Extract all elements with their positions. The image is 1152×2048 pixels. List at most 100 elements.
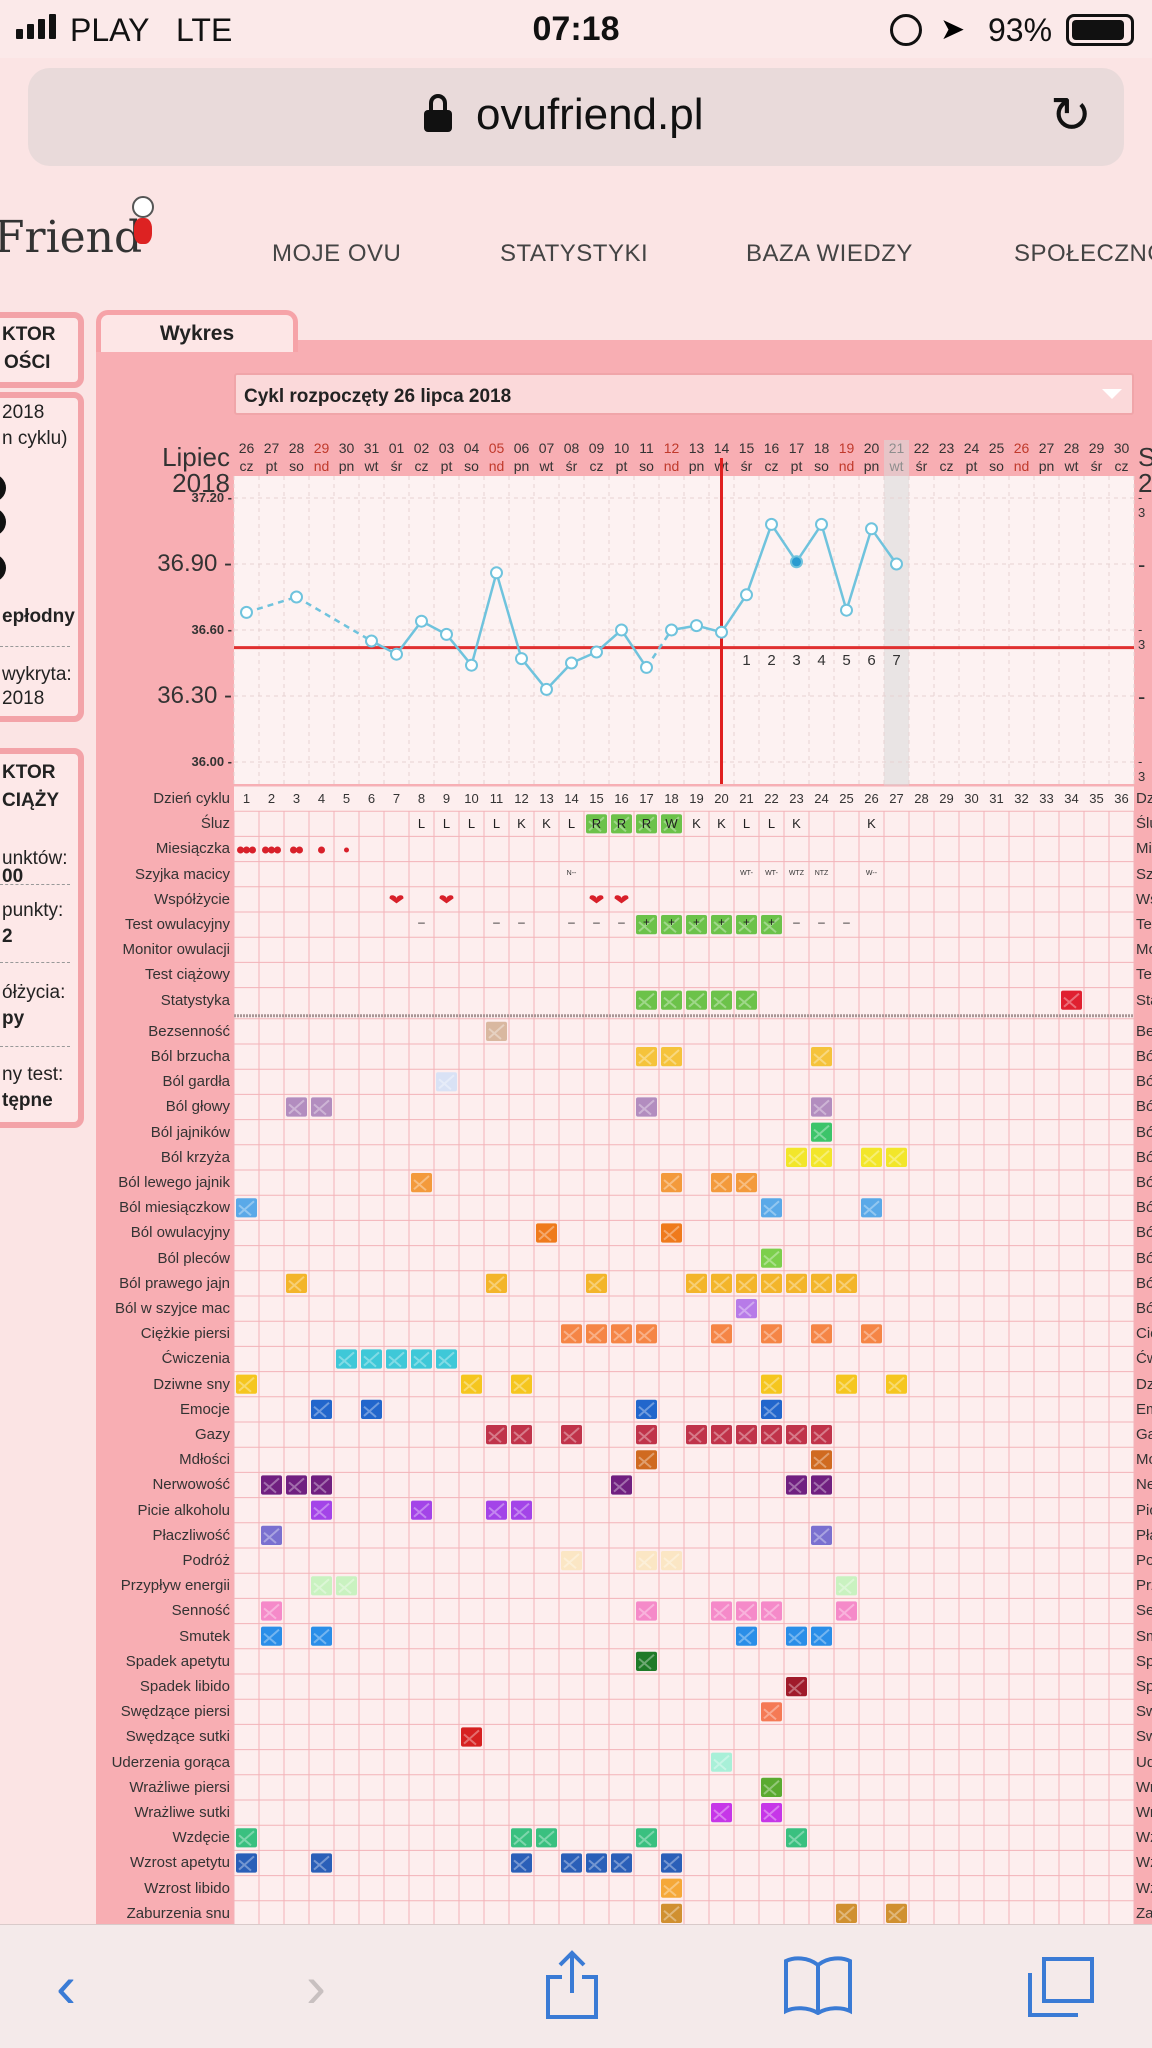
symptom-entry[interactable]: [311, 1500, 332, 1520]
symptom-entry[interactable]: [811, 1147, 832, 1167]
menstruation-drop-icon[interactable]: [290, 846, 297, 854]
temperature-point[interactable]: [740, 588, 753, 602]
symptom-entry[interactable]: [286, 1097, 307, 1117]
share-icon[interactable]: [544, 1949, 600, 2021]
heart-icon[interactable]: [439, 895, 454, 904]
menstruation-drop-icon[interactable]: [243, 846, 250, 854]
symptom-entry[interactable]: [486, 1273, 507, 1293]
nav-statystyki[interactable]: STATYSTYKI: [500, 240, 649, 267]
ovulation-test-positive[interactable]: [736, 915, 757, 935]
symptom-entry[interactable]: [736, 1601, 757, 1621]
temperature-point[interactable]: [390, 647, 403, 661]
nav-spolecznosc[interactable]: SPOŁECZNO: [1014, 240, 1152, 267]
temperature-point[interactable]: [365, 634, 378, 648]
symptom-entry[interactable]: [261, 1626, 282, 1646]
temperature-point[interactable]: [440, 627, 453, 641]
symptom-entry[interactable]: [761, 1374, 782, 1394]
symptom-entry[interactable]: [711, 1324, 732, 1344]
temperature-point[interactable]: [465, 658, 478, 672]
symptom-entry[interactable]: [686, 1273, 707, 1293]
back-icon[interactable]: ‹: [56, 1953, 76, 2020]
symptom-entry[interactable]: [261, 1525, 282, 1545]
symptom-entry[interactable]: [611, 1475, 632, 1495]
symptom-entry[interactable]: [786, 1828, 807, 1848]
symptom-entry[interactable]: [311, 1399, 332, 1419]
statistics-marker[interactable]: [686, 990, 707, 1010]
symptom-entry[interactable]: [261, 1601, 282, 1621]
symptom-entry[interactable]: [311, 1475, 332, 1495]
symptom-entry[interactable]: [336, 1576, 357, 1596]
temperature-point[interactable]: [840, 603, 853, 617]
symptom-entry[interactable]: [836, 1374, 857, 1394]
menstruation-drop-icon[interactable]: [268, 846, 275, 854]
cycle-select[interactable]: Cykl rozpoczęty 26 lipca 2018: [234, 373, 1134, 415]
symptom-entry[interactable]: [261, 1475, 282, 1495]
symptom-entry[interactable]: [811, 1425, 832, 1445]
symptom-entry[interactable]: [836, 1576, 857, 1596]
symptom-entry[interactable]: [786, 1425, 807, 1445]
symptom-entry[interactable]: [636, 1097, 657, 1117]
symptom-entry[interactable]: [636, 1828, 657, 1848]
temperature-point[interactable]: [515, 652, 528, 666]
symptom-entry[interactable]: [436, 1072, 457, 1092]
temperature-point[interactable]: [240, 605, 253, 619]
symptom-entry[interactable]: [861, 1198, 882, 1218]
temperature-point[interactable]: [765, 517, 778, 531]
symptom-entry[interactable]: [511, 1425, 532, 1445]
bookmarks-icon[interactable]: [782, 1955, 854, 2015]
menstruation-drop-icon[interactable]: [262, 846, 269, 854]
symptom-entry[interactable]: [586, 1324, 607, 1344]
symptom-entry[interactable]: [311, 1097, 332, 1117]
reload-icon[interactable]: ↻: [1050, 87, 1092, 143]
ovulation-test-positive[interactable]: [761, 915, 782, 935]
symptom-entry[interactable]: [786, 1475, 807, 1495]
symptom-entry[interactable]: [636, 1399, 657, 1419]
temperature-point[interactable]: [890, 557, 903, 571]
ovulation-test-positive[interactable]: [686, 915, 707, 935]
symptom-entry[interactable]: [661, 1223, 682, 1243]
mucus-highlight[interactable]: [586, 814, 607, 834]
address-bar[interactable]: ovufriend.pl ↻: [28, 68, 1124, 166]
nav-baza-wiedzy[interactable]: BAZA WIEDZY: [746, 240, 913, 267]
temperature-point[interactable]: [590, 645, 603, 659]
symptom-entry[interactable]: [761, 1198, 782, 1218]
ovulation-test-positive[interactable]: [711, 915, 732, 935]
symptom-entry[interactable]: [536, 1223, 557, 1243]
menstruation-drop-icon[interactable]: [296, 846, 303, 854]
symptom-entry[interactable]: [236, 1198, 257, 1218]
temperature-point[interactable]: [715, 625, 728, 639]
symptom-entry[interactable]: [836, 1273, 857, 1293]
symptom-entry[interactable]: [861, 1147, 882, 1167]
symptom-entry[interactable]: [711, 1173, 732, 1193]
symptom-entry[interactable]: [711, 1273, 732, 1293]
symptom-entry[interactable]: [561, 1853, 582, 1873]
nav-moje-ovu[interactable]: MOJE OVU: [272, 240, 402, 267]
symptom-entry[interactable]: [411, 1173, 432, 1193]
symptom-entry[interactable]: [636, 1425, 657, 1445]
temperature-point[interactable]: [615, 623, 628, 637]
symptom-entry[interactable]: [636, 1551, 657, 1571]
symptom-entry[interactable]: [711, 1803, 732, 1823]
temperature-point[interactable]: [865, 522, 878, 536]
symptom-entry[interactable]: [761, 1248, 782, 1268]
statistics-marker[interactable]: [711, 990, 732, 1010]
heart-icon[interactable]: [614, 895, 629, 904]
tab-wykres[interactable]: Wykres: [96, 310, 298, 352]
symptom-entry[interactable]: [336, 1349, 357, 1369]
symptom-entry[interactable]: [686, 1425, 707, 1445]
temperature-point[interactable]: [815, 517, 828, 531]
symptom-entry[interactable]: [461, 1727, 482, 1747]
symptom-entry[interactable]: [836, 1903, 857, 1923]
statistics-marker[interactable]: [661, 990, 682, 1010]
symptom-entry[interactable]: [361, 1349, 382, 1369]
statistics-marker[interactable]: [1061, 990, 1082, 1010]
symptom-entry[interactable]: [736, 1299, 757, 1319]
symptom-entry[interactable]: [661, 1173, 682, 1193]
symptom-entry[interactable]: [811, 1450, 832, 1470]
symptom-entry[interactable]: [561, 1324, 582, 1344]
temperature-point[interactable]: [415, 614, 428, 628]
symptom-entry[interactable]: [761, 1324, 782, 1344]
symptom-entry[interactable]: [711, 1601, 732, 1621]
symptom-entry[interactable]: [636, 1324, 657, 1344]
ovulation-test-positive[interactable]: [636, 915, 657, 935]
